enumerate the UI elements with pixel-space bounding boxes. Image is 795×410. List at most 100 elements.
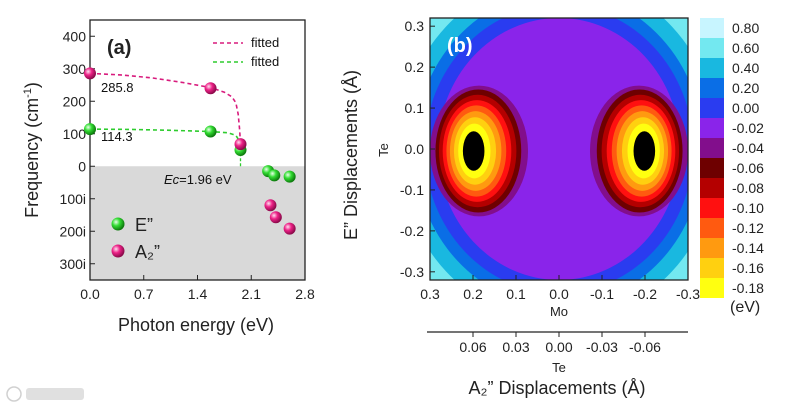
- colorbar-swatch: [700, 278, 724, 298]
- a2-mode-point: [283, 222, 296, 235]
- colorbar: 0.80 0.60 0.40 0.20 0.00 -0.02 -0.04 -0.06 -0.08…: [700, 18, 764, 298]
- colorbar-level-label: 0.40: [732, 60, 759, 76]
- secondary-axis-title: A₂” Displacements (Å): [468, 378, 645, 398]
- y-tick-label-b: -0.1: [400, 182, 424, 198]
- fit-curve-a2: [90, 72, 242, 146]
- y-tick-label-b: -0.2: [400, 223, 424, 239]
- e-mode-point: [84, 123, 96, 136]
- ec-value: =1.96 eV: [179, 172, 232, 187]
- y-tick-label-a: 100i: [60, 191, 86, 207]
- e-mode-point: [268, 169, 281, 182]
- legend-marker-e: [111, 217, 125, 231]
- x-tick-label-a: 2.1: [242, 286, 262, 302]
- x-tick-label-b: -0.2: [633, 286, 657, 302]
- colorbar-level-label: -0.10: [732, 200, 764, 216]
- colorbar-level-label: -0.02: [732, 120, 764, 136]
- colorbar-level-label: -0.14: [732, 240, 764, 256]
- a2-mode-point: [264, 199, 277, 212]
- colorbar-level-label: -0.04: [732, 140, 764, 156]
- y-tick-label-b: 0.0: [405, 141, 425, 157]
- a2-mode-point: [84, 67, 96, 80]
- y-tick-label-a: 100: [63, 126, 87, 142]
- colorbar-swatch: [700, 58, 724, 78]
- well-contour-left: [462, 131, 485, 171]
- colorbar-swatch: [700, 238, 724, 258]
- secondary-axis-ticks: 0.06 0.03 0.00 -0.03 -0.06: [459, 332, 661, 355]
- y-tick-label-b: -0.3: [400, 264, 424, 280]
- colorbar-level-label: 0.20: [732, 80, 759, 96]
- colorbar-swatch: [700, 18, 724, 38]
- fit-curves: [90, 72, 242, 149]
- x-tick-label-b: -0.3: [676, 286, 700, 302]
- x-tick-label-a: 0.7: [134, 286, 154, 302]
- e-mode-point: [283, 170, 296, 183]
- y-tick-label-a: 200i: [60, 223, 86, 239]
- colorbar-swatch: [700, 158, 724, 178]
- y-axis-title-a-end: ): [22, 82, 42, 88]
- data-points: [84, 67, 296, 235]
- y-tick-label-b: 0.1: [405, 100, 425, 116]
- watermark-logo: [6, 386, 84, 402]
- colorbar-level-label: 0.00: [732, 100, 759, 116]
- x-tick-label-b: -0.1: [590, 286, 614, 302]
- colorbar-swatch: [700, 78, 724, 98]
- imaginary-region: [90, 166, 305, 280]
- y-axis-title-a-main: Frequency (cm: [22, 98, 42, 218]
- colorbar-swatch: [700, 118, 724, 138]
- colorbar-swatch: [700, 138, 724, 158]
- axis-ticks-b: 0.3 0.2 0.1 0.0 -0.1 -0.2 -0.3 0.3 0.2 0.1 0.0 -0.1…: [400, 18, 700, 302]
- colorbar-level-label: 0.60: [732, 40, 759, 56]
- contour-level-minus0.02: [437, 18, 681, 280]
- y-axis-inner-label: Te: [376, 143, 391, 157]
- y-tick-label-a: 300i: [60, 256, 86, 272]
- y-tick-label-b: 0.2: [405, 59, 425, 75]
- colorbar-swatch: [700, 38, 724, 58]
- secondary-tick-label: -0.06: [629, 339, 661, 355]
- colorbar-level-label: -0.06: [732, 160, 764, 176]
- colorbar-level-label: -0.18: [732, 280, 764, 296]
- y-tick-label-a: 200: [63, 93, 87, 109]
- y-tick-label-a: 400: [63, 28, 87, 44]
- x-tick-label-b: 0.1: [506, 286, 526, 302]
- colorbar-swatch: [700, 218, 724, 238]
- a2-mode-point: [204, 82, 217, 95]
- fit-curve-e: [90, 128, 242, 149]
- y-axis-title-a-sup: -1: [22, 88, 34, 98]
- x-tick-label-b: 0.2: [463, 286, 483, 302]
- secondary-tick-label: -0.03: [586, 339, 618, 355]
- colorbar-swatch: [700, 98, 724, 118]
- x-axis-title-b: Mo: [550, 304, 568, 319]
- e-mode-point: [204, 125, 217, 138]
- y-tick-label-b: 0.3: [405, 18, 425, 34]
- well-contour-right: [633, 131, 656, 171]
- y-axis-title-a: Frequency (cm-1): [22, 82, 42, 218]
- secondary-tick-label: 0.03: [502, 339, 529, 355]
- heatmap-contours: [430, 18, 688, 280]
- axis-ticks-a: 400 300 200 100 0 100i 200i 300i 0.0 0.7 1.4 2.1 2.8: [60, 28, 315, 302]
- y-tick-label-a: 0: [78, 158, 86, 174]
- colorbar-level-label: 0.80: [732, 20, 759, 36]
- x-axis-title-a: Photon energy (eV): [118, 315, 274, 335]
- colorbar-swatch: [700, 178, 724, 198]
- colorbar-swatch: [700, 258, 724, 278]
- y-tick-label-a: 300: [63, 61, 87, 77]
- legend-fit-label-e: fitted: [251, 54, 279, 69]
- panel-label-a: (a): [107, 37, 131, 59]
- x-tick-label-b: 0.0: [549, 286, 569, 302]
- ec-annotation: Ec=1.96 eV: [164, 172, 232, 187]
- secondary-tick-label: 0.06: [459, 339, 486, 355]
- a2-mode-point: [234, 138, 247, 151]
- legend-label-e: E”: [135, 215, 153, 235]
- x-tick-label-a: 0.0: [80, 286, 100, 302]
- secondary-axis-sublabel: Te: [552, 360, 566, 375]
- ec-symbol: Ec: [164, 172, 180, 187]
- colorbar-level-label: -0.16: [732, 260, 764, 276]
- y-axis-title-b: E” Displacements (Å): [341, 70, 361, 240]
- colorbar-level-label: -0.12: [732, 220, 764, 236]
- legend-fit-label-a2: fitted: [251, 35, 279, 50]
- panel-label-b: (b): [447, 35, 473, 57]
- colorbar-level-label: -0.08: [732, 180, 764, 196]
- a2-mode-point: [269, 211, 282, 224]
- colorbar-unit: (eV): [730, 299, 760, 316]
